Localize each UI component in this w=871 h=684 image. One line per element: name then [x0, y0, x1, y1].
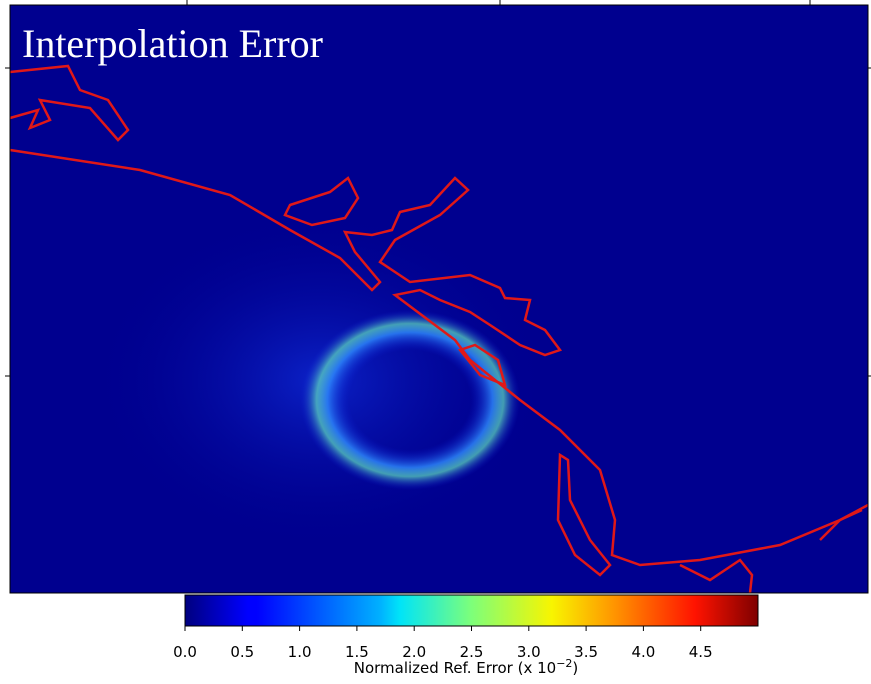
colorbar-gradient — [184, 594, 759, 627]
colorbar-tick-label: 3.5 — [574, 643, 598, 661]
colorbar-tick-label: 0.0 — [173, 643, 197, 661]
colorbar-tick-label: 2.5 — [460, 643, 484, 661]
colorbar-tick-label: 3.0 — [517, 643, 541, 661]
chart-title: Interpolation Error — [22, 21, 323, 66]
colorbar-tick-label: 1.0 — [288, 643, 312, 661]
coastline — [9, 64, 869, 594]
plot-frame — [9, 4, 869, 594]
map-panel: Interpolation Error — [5, 0, 871, 594]
colorbar-tick-label: 2.0 — [402, 643, 426, 661]
colorbar-tick-label: 4.5 — [689, 643, 713, 661]
colorbar-label: Normalized Ref. Error (x 10−2) — [354, 657, 579, 677]
colorbar: Normalized Ref. Error (x 10−2) 0.0 0.5 1.0… — [173, 594, 759, 677]
colorbar-label-text: Normalized Ref. Error (x 10 — [354, 659, 556, 677]
error-ring — [300, 310, 520, 490]
colorbar-label-suffix: ) — [572, 659, 578, 677]
colorbar-label-exponent: −2 — [556, 657, 572, 670]
colorbar-tick-label: 0.5 — [230, 643, 254, 661]
colorbar-tick-label: 4.0 — [631, 643, 655, 661]
colorbar-tick-label: 1.5 — [345, 643, 369, 661]
